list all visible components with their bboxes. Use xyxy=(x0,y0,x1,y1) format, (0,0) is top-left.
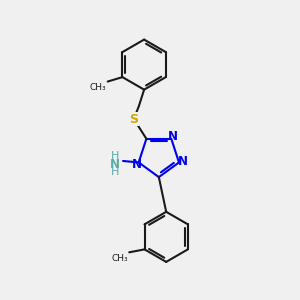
Text: N: N xyxy=(132,158,142,171)
Text: N: N xyxy=(178,155,188,168)
Text: H: H xyxy=(111,151,119,161)
Text: CH₃: CH₃ xyxy=(90,83,106,92)
Text: CH₃: CH₃ xyxy=(111,254,128,263)
Text: H: H xyxy=(111,167,119,177)
Text: N: N xyxy=(110,158,120,171)
Text: S: S xyxy=(129,112,138,126)
Text: N: N xyxy=(168,130,178,143)
